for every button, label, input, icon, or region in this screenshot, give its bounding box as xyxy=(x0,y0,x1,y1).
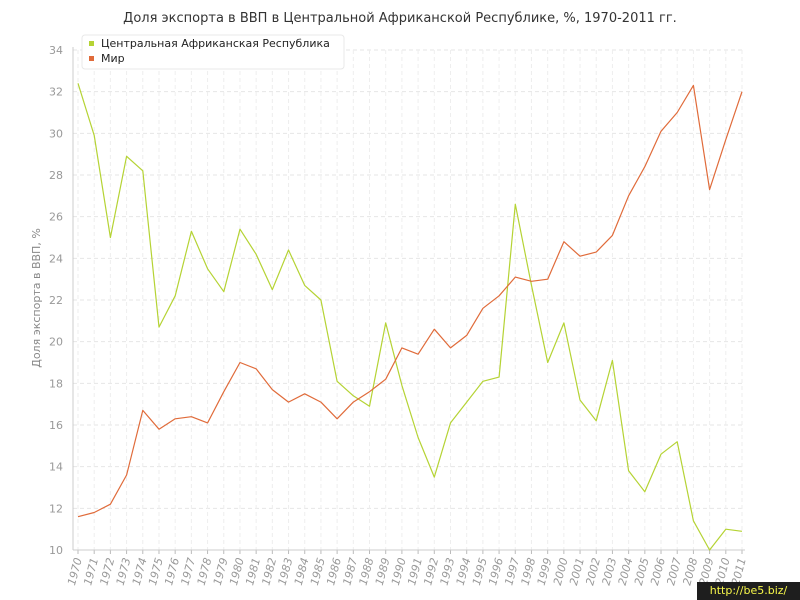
series-line-car[interactable] xyxy=(77,83,743,551)
legend[interactable]: Центральная Африканская Республика Мир xyxy=(81,34,345,70)
y-tick-label: 22 xyxy=(49,294,63,307)
watermark-link[interactable]: http://be5.biz/ xyxy=(697,582,800,600)
legend-swatch-world xyxy=(89,56,94,61)
legend-box xyxy=(81,34,345,70)
axes xyxy=(72,47,745,551)
legend-label-world[interactable]: Мир xyxy=(101,52,125,65)
series-line-world[interactable] xyxy=(77,84,743,518)
y-tick-labels: 10 12 14 16 18 20 22 24 26 28 30 32 34 xyxy=(49,44,63,557)
y-tick-label: 20 xyxy=(49,336,63,349)
chart-title: Доля экспорта в ВВП в Центральной Африка… xyxy=(123,11,677,26)
y-tick-label: 34 xyxy=(49,44,63,57)
x-tick-labels: 1970197119721973197419751976197719781979… xyxy=(65,556,749,586)
y-axis-title: Доля экспорта в ВВП, % xyxy=(30,228,43,368)
y-tick-label: 16 xyxy=(49,419,63,432)
legend-swatch-car xyxy=(89,41,94,46)
legend-label-car[interactable]: Центральная Африканская Республика xyxy=(101,37,330,50)
y-tick-label: 18 xyxy=(49,377,63,390)
y-tick-label: 28 xyxy=(49,169,63,182)
grid xyxy=(73,49,745,554)
y-tick-label: 32 xyxy=(49,86,63,99)
y-tick-label: 26 xyxy=(49,211,63,224)
series-lines xyxy=(77,83,743,551)
y-tick-label: 14 xyxy=(49,461,63,474)
y-tick-label: 24 xyxy=(49,252,63,265)
y-tick-label: 30 xyxy=(49,127,63,140)
y-tick-label: 10 xyxy=(49,544,63,557)
y-tick-label: 12 xyxy=(49,502,63,515)
